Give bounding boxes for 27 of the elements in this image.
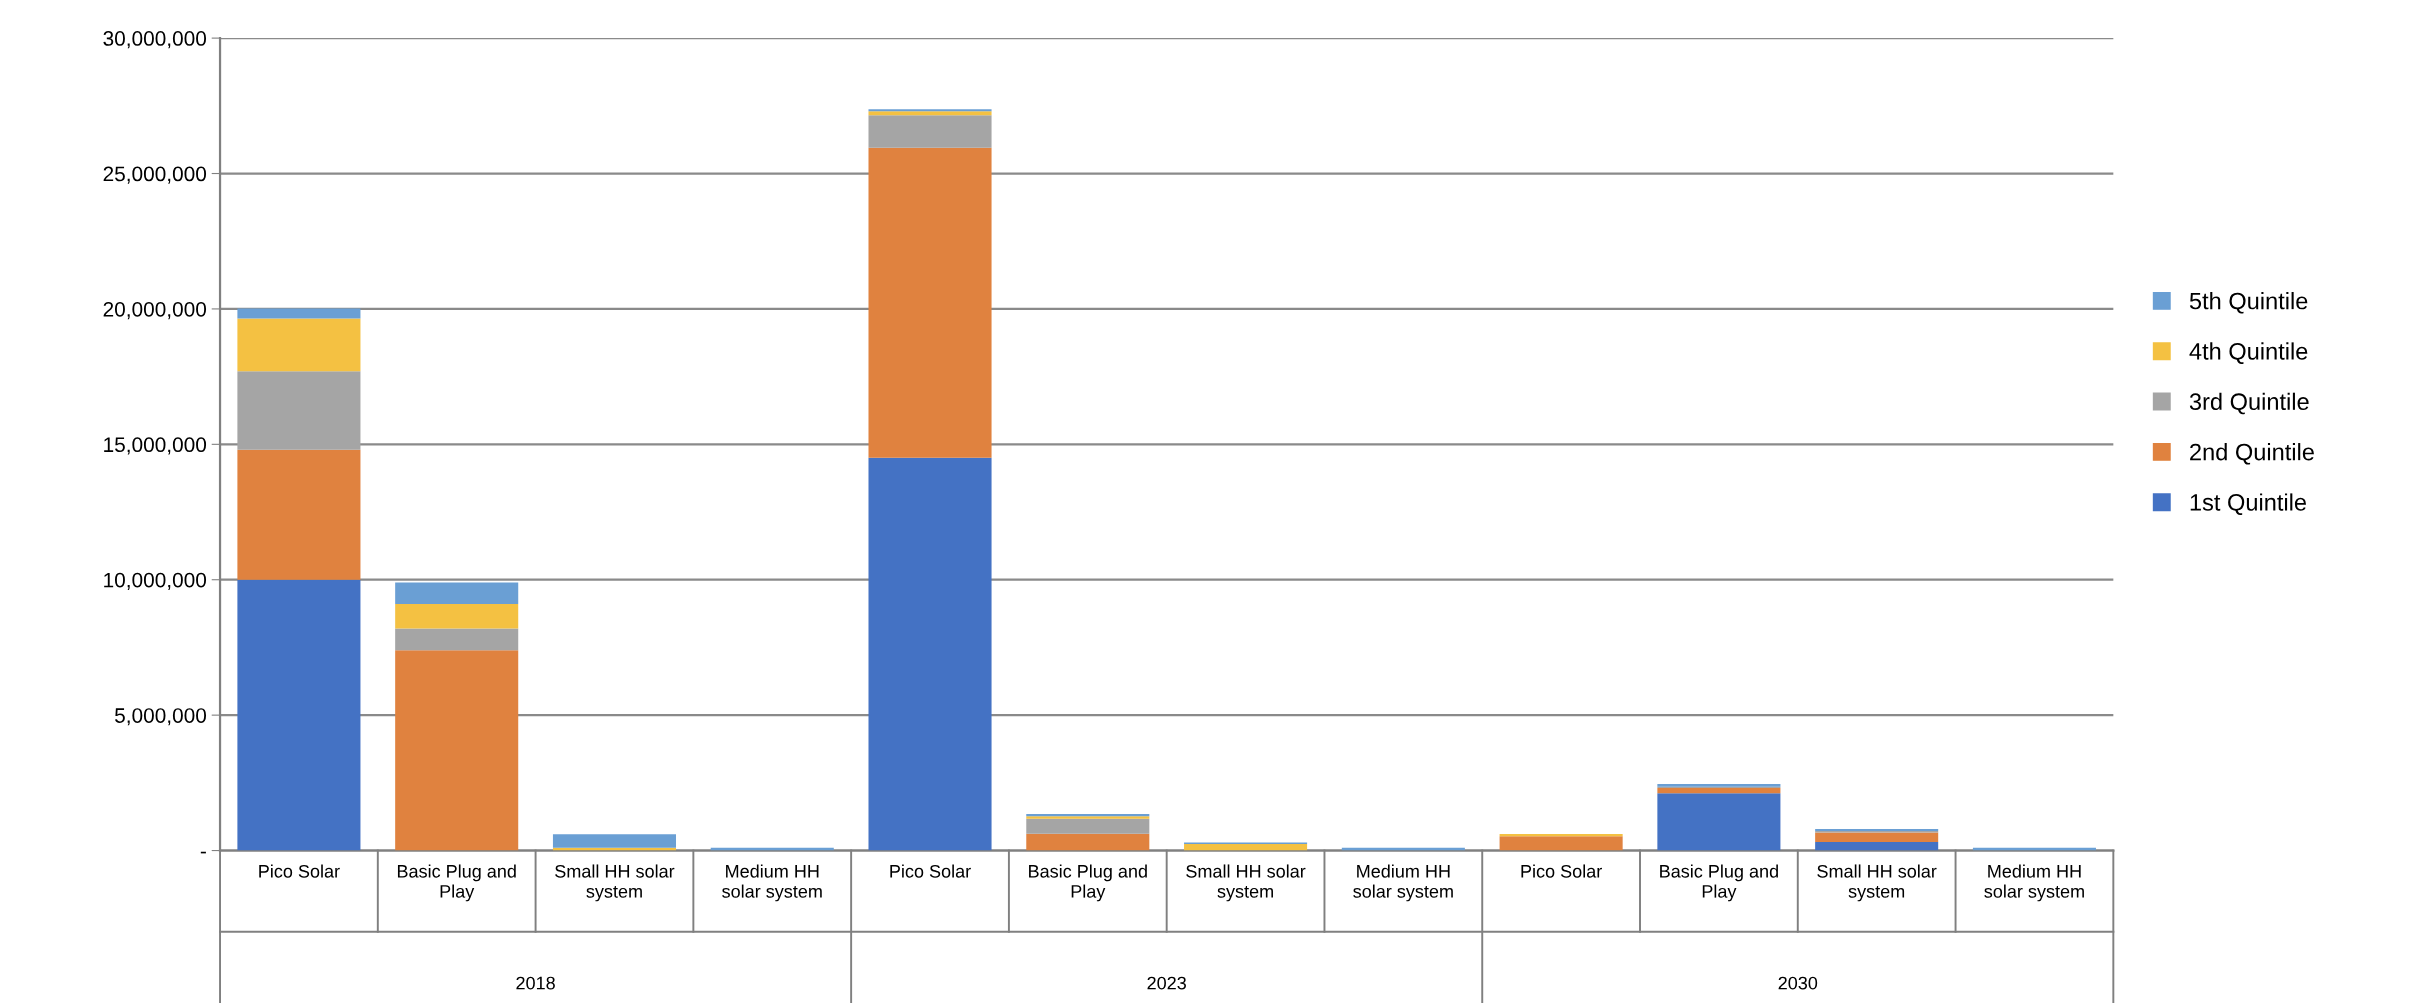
text: 2030 bbox=[1778, 976, 1818, 990]
legend-label: 5th Quintile bbox=[2189, 292, 2308, 314]
x-tick-label: Small HH solar system bbox=[555, 864, 675, 902]
x-tick-label: Small HH solar system bbox=[1817, 864, 1937, 902]
x-tick-label: Medium HH solar system bbox=[1353, 864, 1453, 902]
legend-label: 1st Quintile bbox=[2190, 493, 2306, 515]
y-tick-label: 10,000,000 bbox=[104, 572, 207, 590]
x-tick-label: Basic Plug and Play bbox=[397, 864, 516, 902]
x-tick-label: Medium HH solar system bbox=[1984, 864, 2084, 902]
x-tick-label: Medium HH solar system bbox=[722, 864, 822, 902]
x-tick-label: Basic Plug and Play bbox=[1660, 864, 1778, 902]
x-tick-label: Pico Solar bbox=[259, 864, 340, 878]
x-tick-label: Basic Plug and Play bbox=[1029, 864, 1147, 902]
y-tick-label: 30,000,000 bbox=[103, 31, 207, 49]
x-tick-label: Pico Solar bbox=[1521, 864, 1602, 878]
x-tick-label: Pico Solar bbox=[890, 864, 971, 878]
y-tick-label: 25,000,000 bbox=[103, 166, 207, 184]
legend-label: 2nd Quintile bbox=[2190, 443, 2314, 465]
legend-label: 4th Quintile bbox=[2189, 342, 2308, 364]
text: 2018 bbox=[516, 976, 555, 990]
x-tick-label: Small HH solar system bbox=[1186, 864, 1306, 902]
y-tick-label: 5,000,000 bbox=[115, 708, 207, 726]
y-tick-label: - bbox=[200, 851, 206, 854]
legend-label: 3rd Quintile bbox=[2189, 392, 2309, 415]
y-tick-label: 20,000,000 bbox=[103, 301, 207, 320]
y-tick-label: 15,000,000 bbox=[104, 437, 207, 455]
text: 2023 bbox=[1147, 976, 1186, 990]
